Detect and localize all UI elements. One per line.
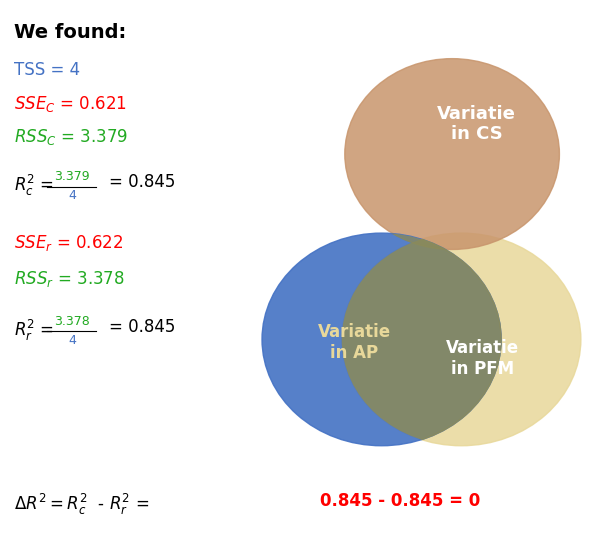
Circle shape bbox=[345, 59, 559, 249]
Circle shape bbox=[342, 233, 581, 446]
Text: Variatie
in AP: Variatie in AP bbox=[317, 323, 391, 362]
Text: 3.378: 3.378 bbox=[54, 315, 90, 328]
Text: = 0.845: = 0.845 bbox=[108, 173, 175, 191]
Text: = 0.845: = 0.845 bbox=[108, 318, 175, 335]
Text: Variatie
in CS: Variatie in CS bbox=[437, 105, 516, 144]
Text: We found:: We found: bbox=[14, 23, 126, 42]
Text: 4: 4 bbox=[68, 334, 76, 347]
Circle shape bbox=[345, 59, 559, 249]
Text: $R^2_r$ =: $R^2_r$ = bbox=[14, 318, 54, 342]
Text: $\mathit{SSE_C}$ = 0.621: $\mathit{SSE_C}$ = 0.621 bbox=[14, 94, 126, 114]
Text: 0.845 - 0.845 = 0: 0.845 - 0.845 = 0 bbox=[320, 492, 480, 510]
Circle shape bbox=[262, 233, 501, 446]
Text: 3.379: 3.379 bbox=[54, 170, 90, 184]
Text: TSS = 4: TSS = 4 bbox=[14, 61, 80, 79]
Text: $\mathit{RSS_C}$ = 3.379: $\mathit{RSS_C}$ = 3.379 bbox=[14, 127, 128, 147]
Text: $R^2_c$ =: $R^2_c$ = bbox=[14, 173, 54, 198]
Text: 4: 4 bbox=[68, 190, 76, 203]
Text: $\Delta R^2 = R^2_c\ $ - $R^2_r$ =: $\Delta R^2 = R^2_c\ $ - $R^2_r$ = bbox=[14, 492, 151, 517]
Text: $\mathit{SSE_r}$ = 0.622: $\mathit{SSE_r}$ = 0.622 bbox=[14, 233, 123, 253]
Text: $\mathit{RSS_r}$ = 3.378: $\mathit{RSS_r}$ = 3.378 bbox=[14, 269, 124, 289]
Circle shape bbox=[262, 233, 501, 446]
Text: Variatie
in PFM: Variatie in PFM bbox=[446, 339, 519, 378]
